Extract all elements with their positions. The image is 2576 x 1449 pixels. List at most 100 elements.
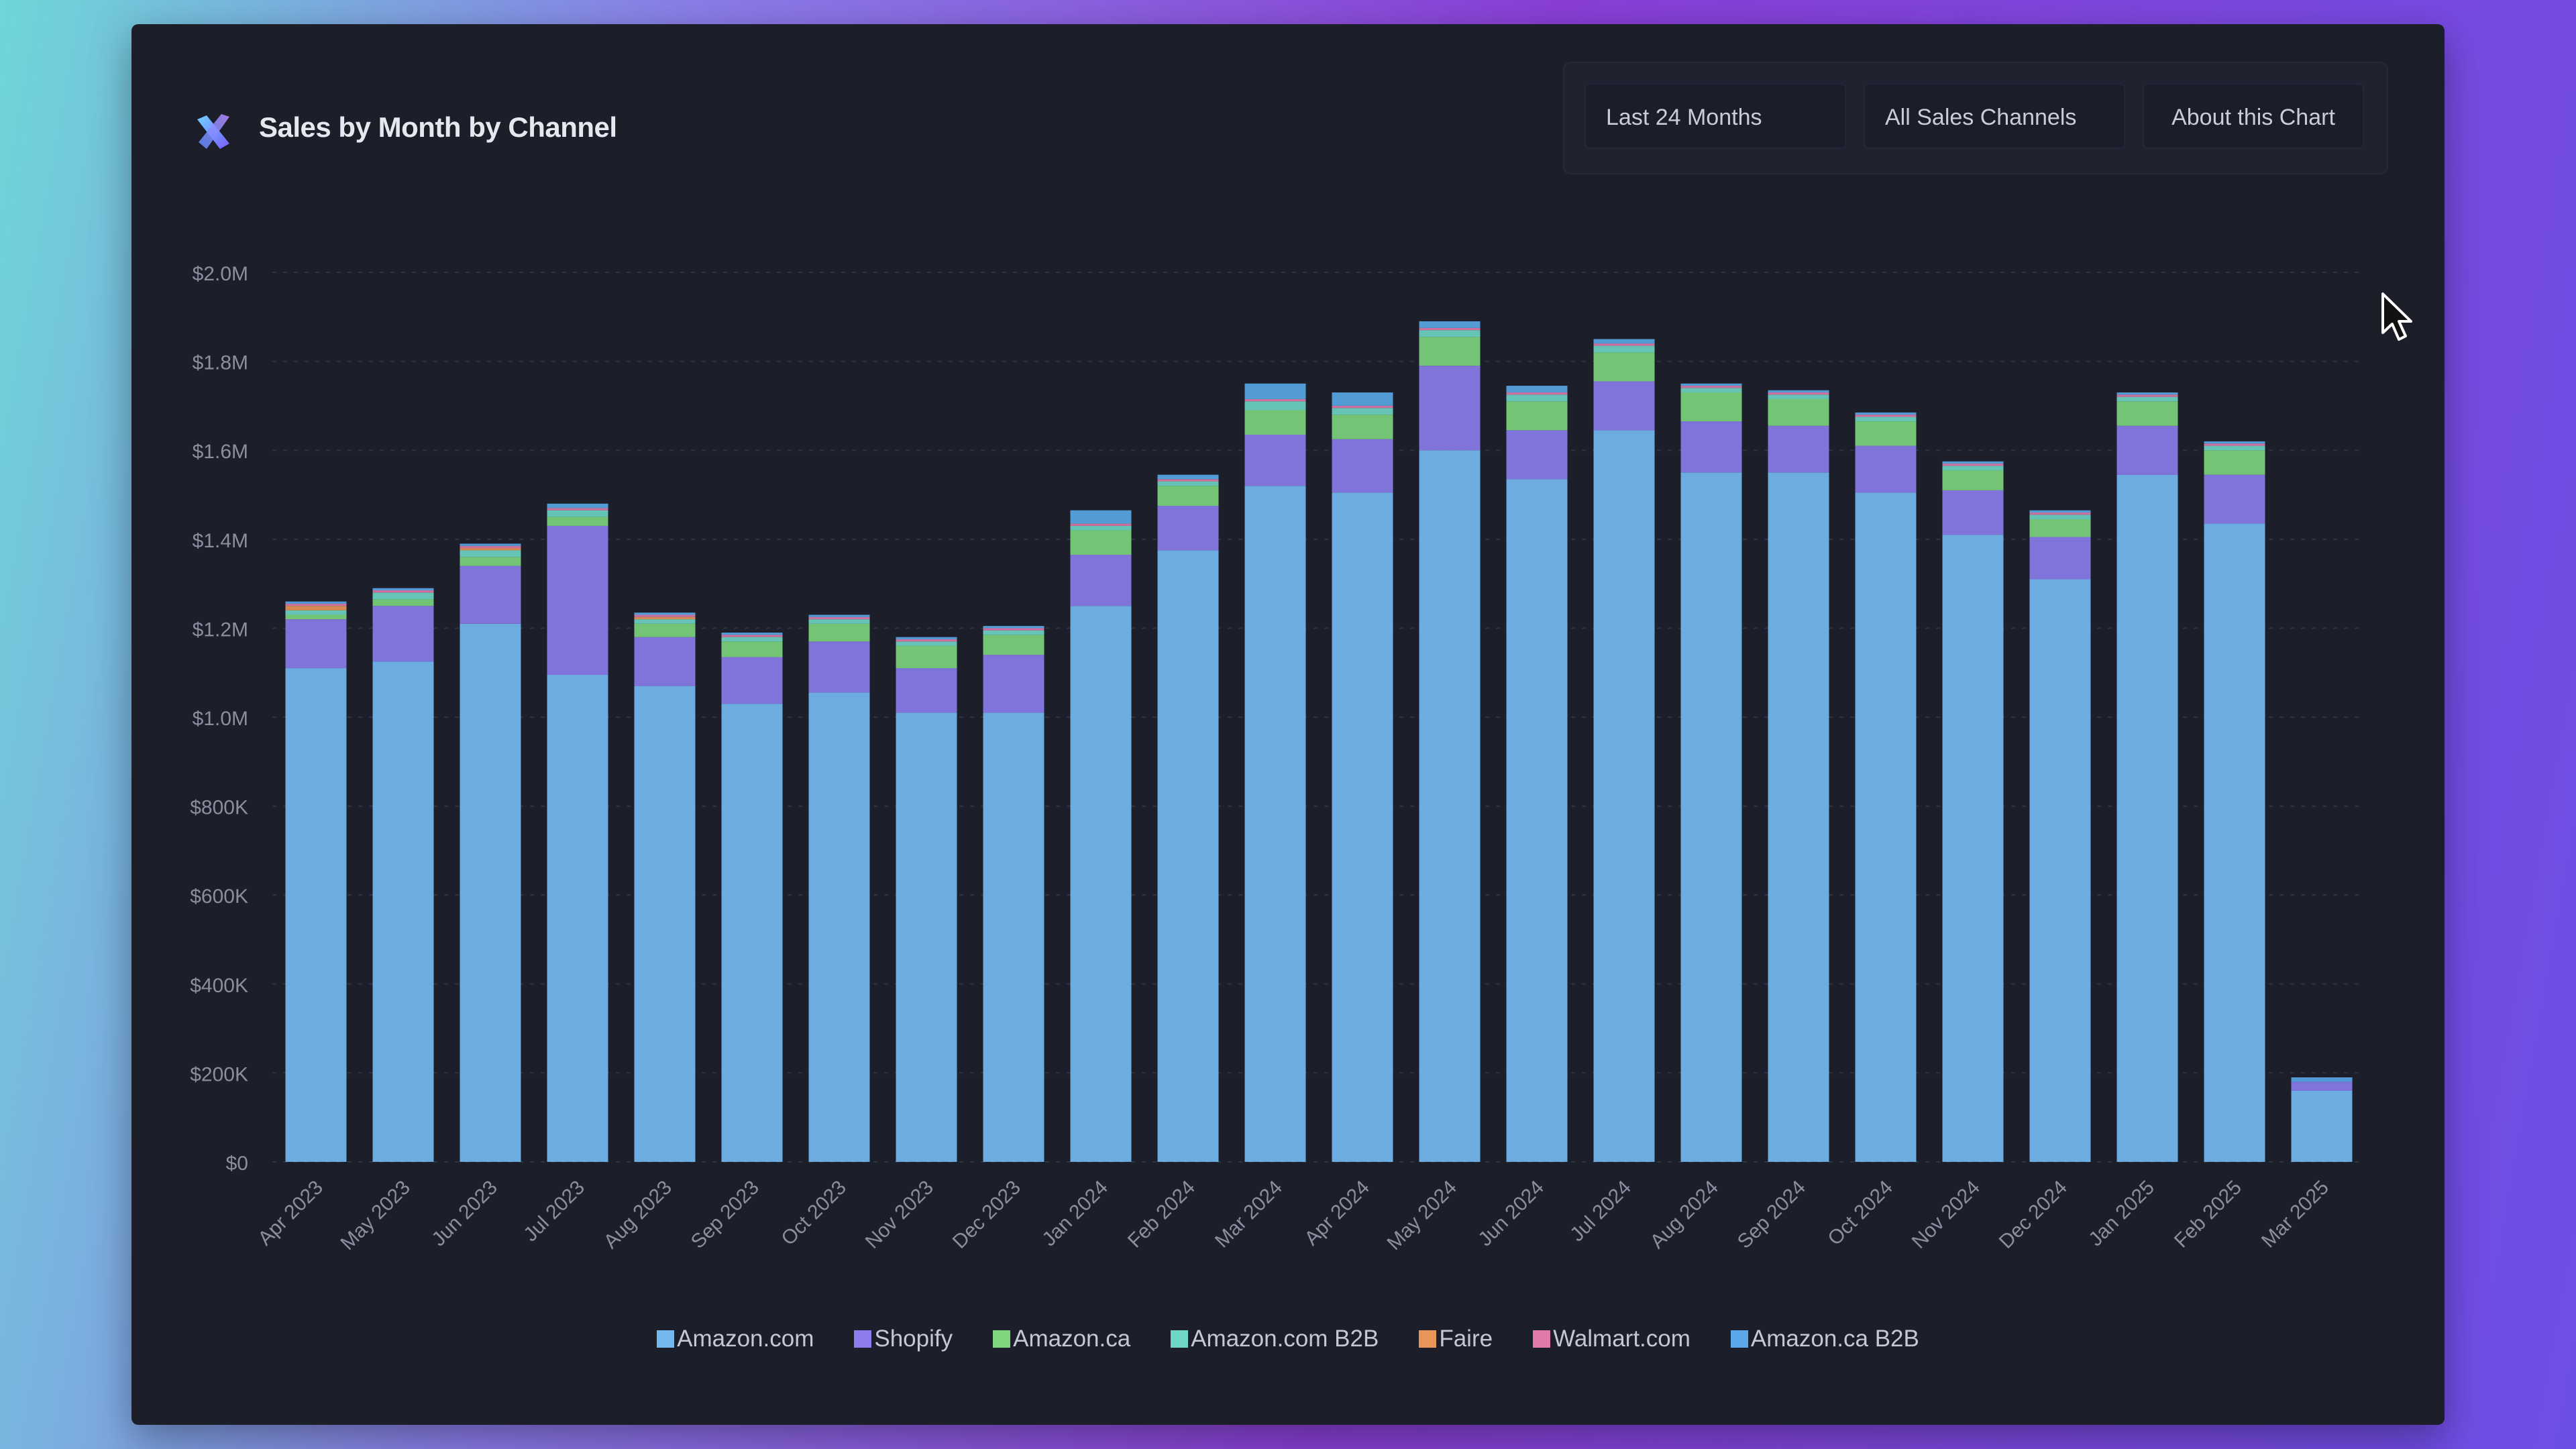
- bar-segment: [634, 614, 696, 617]
- bar-segment: [1855, 415, 1917, 417]
- x-tick-label: Sep 2024: [1733, 1177, 1810, 1253]
- legend-label: Faire: [1439, 1326, 1493, 1352]
- legend-item[interactable]: Amazon.ca: [993, 1326, 1130, 1352]
- bar-segment: [285, 601, 347, 604]
- bar-segment: [1244, 410, 1306, 435]
- bar-segment: [2116, 392, 2178, 395]
- bar-segment: [2291, 1081, 2353, 1091]
- bar-segment: [896, 668, 957, 713]
- bar-segment: [460, 550, 521, 557]
- bar-segment: [1157, 481, 1219, 486]
- bar-segment: [1419, 366, 1481, 451]
- bar-segment: [1070, 525, 1132, 531]
- x-tick-label: Oct 2024: [1824, 1177, 1897, 1250]
- bar-segment: [460, 566, 521, 624]
- bar-segment: [1680, 392, 1742, 422]
- bar-segment: [808, 692, 870, 1162]
- y-tick-label: $800K: [190, 797, 248, 819]
- bar-segment: [2204, 523, 2265, 1162]
- bar-segment: [2029, 579, 2091, 1162]
- bar-segment: [983, 628, 1044, 631]
- bar-segment: [1419, 321, 1481, 328]
- bar-segment: [372, 599, 434, 606]
- bar-segment: [1506, 392, 1568, 395]
- bar-segment: [1942, 461, 2004, 464]
- x-tick-label: Sep 2023: [687, 1177, 763, 1253]
- bar-segment: [2029, 510, 2091, 513]
- legend-item[interactable]: Walmart.com: [1533, 1326, 1690, 1352]
- bar-segment: [808, 614, 870, 617]
- bar-segment: [547, 675, 608, 1162]
- bar-segment: [1680, 472, 1742, 1162]
- bar-segment: [2204, 441, 2265, 444]
- y-tick-label: $200K: [190, 1063, 248, 1085]
- bar-segment: [2116, 425, 2178, 475]
- x-tick-label: May 2023: [336, 1177, 414, 1254]
- bar-segment: [372, 590, 434, 593]
- x-tick-label: Mar 2025: [2257, 1177, 2333, 1252]
- bar-segment: [721, 635, 783, 637]
- bar-segment: [721, 633, 783, 635]
- bar-segment: [634, 623, 696, 637]
- bar-segment: [285, 619, 347, 669]
- legend-swatch: [657, 1330, 675, 1348]
- bar-segment: [1332, 392, 1393, 406]
- bar-segment: [634, 619, 696, 624]
- bar-segment: [1419, 337, 1481, 366]
- bar-segment: [1942, 490, 2004, 535]
- bar-segment: [721, 637, 783, 642]
- bar-segment: [1593, 430, 1655, 1162]
- legend-item[interactable]: Amazon.com B2B: [1171, 1326, 1379, 1352]
- legend-item[interactable]: Amazon.com: [657, 1326, 814, 1352]
- legend-swatch: [854, 1330, 872, 1348]
- y-tick-label: $2.0M: [193, 263, 248, 285]
- bar-segment: [983, 712, 1044, 1162]
- bar-segment: [285, 606, 347, 610]
- bar-segment: [2029, 537, 2091, 580]
- x-tick-label: Oct 2023: [777, 1177, 851, 1250]
- bar-segment: [460, 548, 521, 551]
- x-tick-label: Jun 2024: [1474, 1177, 1548, 1251]
- bar-segment: [983, 626, 1044, 629]
- bar-segment: [808, 619, 870, 624]
- bar-segment: [1593, 381, 1655, 431]
- bar-segment: [547, 508, 608, 511]
- bar-segment: [1855, 417, 1917, 422]
- x-tick-label: May 2024: [1383, 1177, 1460, 1254]
- bar-segment: [634, 686, 696, 1162]
- bar-segment: [2204, 443, 2265, 446]
- bar-segment: [1593, 343, 1655, 346]
- bar-segment: [1244, 398, 1306, 402]
- bar-segment: [372, 592, 434, 600]
- bar-segment: [896, 641, 957, 646]
- x-tick-label: Jan 2025: [2084, 1177, 2159, 1251]
- bar-segment: [2029, 515, 2091, 519]
- bar-segment: [2116, 396, 2178, 402]
- about-chart-button[interactable]: About this Chart: [2143, 83, 2364, 149]
- legend-label: Amazon.com B2B: [1191, 1326, 1379, 1352]
- legend-item[interactable]: Faire: [1419, 1326, 1493, 1352]
- bar-segment: [2029, 513, 2091, 515]
- legend-item[interactable]: Shopify: [854, 1326, 953, 1352]
- legend-item[interactable]: Amazon.ca B2B: [1730, 1326, 1919, 1352]
- chart-title: Sales by Month by Channel: [259, 111, 617, 143]
- date-range-select[interactable]: Last 24 Months: [1585, 83, 1846, 149]
- x-tick-label: Dec 2023: [949, 1177, 1025, 1253]
- bar-segment: [1855, 412, 1917, 415]
- bar-segment: [1506, 430, 1568, 480]
- sales-channel-select[interactable]: All Sales Channels: [1864, 83, 2125, 149]
- bar-segment: [1157, 550, 1219, 1162]
- legend-label: Amazon.ca B2B: [1750, 1326, 1919, 1352]
- bar-segment: [721, 704, 783, 1162]
- legend-swatch: [1730, 1330, 1748, 1348]
- bar-segment: [2204, 450, 2265, 475]
- y-tick-label: $600K: [190, 885, 248, 908]
- bar-segment: [1070, 606, 1132, 1162]
- y-tick-label: $400K: [190, 975, 248, 997]
- mouse-pointer-icon: [2381, 292, 2412, 341]
- bar-segment: [1768, 392, 1829, 395]
- bar-segment: [1332, 405, 1393, 409]
- y-tick-label: $1.2M: [193, 619, 248, 641]
- bar-segment: [1332, 415, 1393, 439]
- bar-segment: [1157, 486, 1219, 506]
